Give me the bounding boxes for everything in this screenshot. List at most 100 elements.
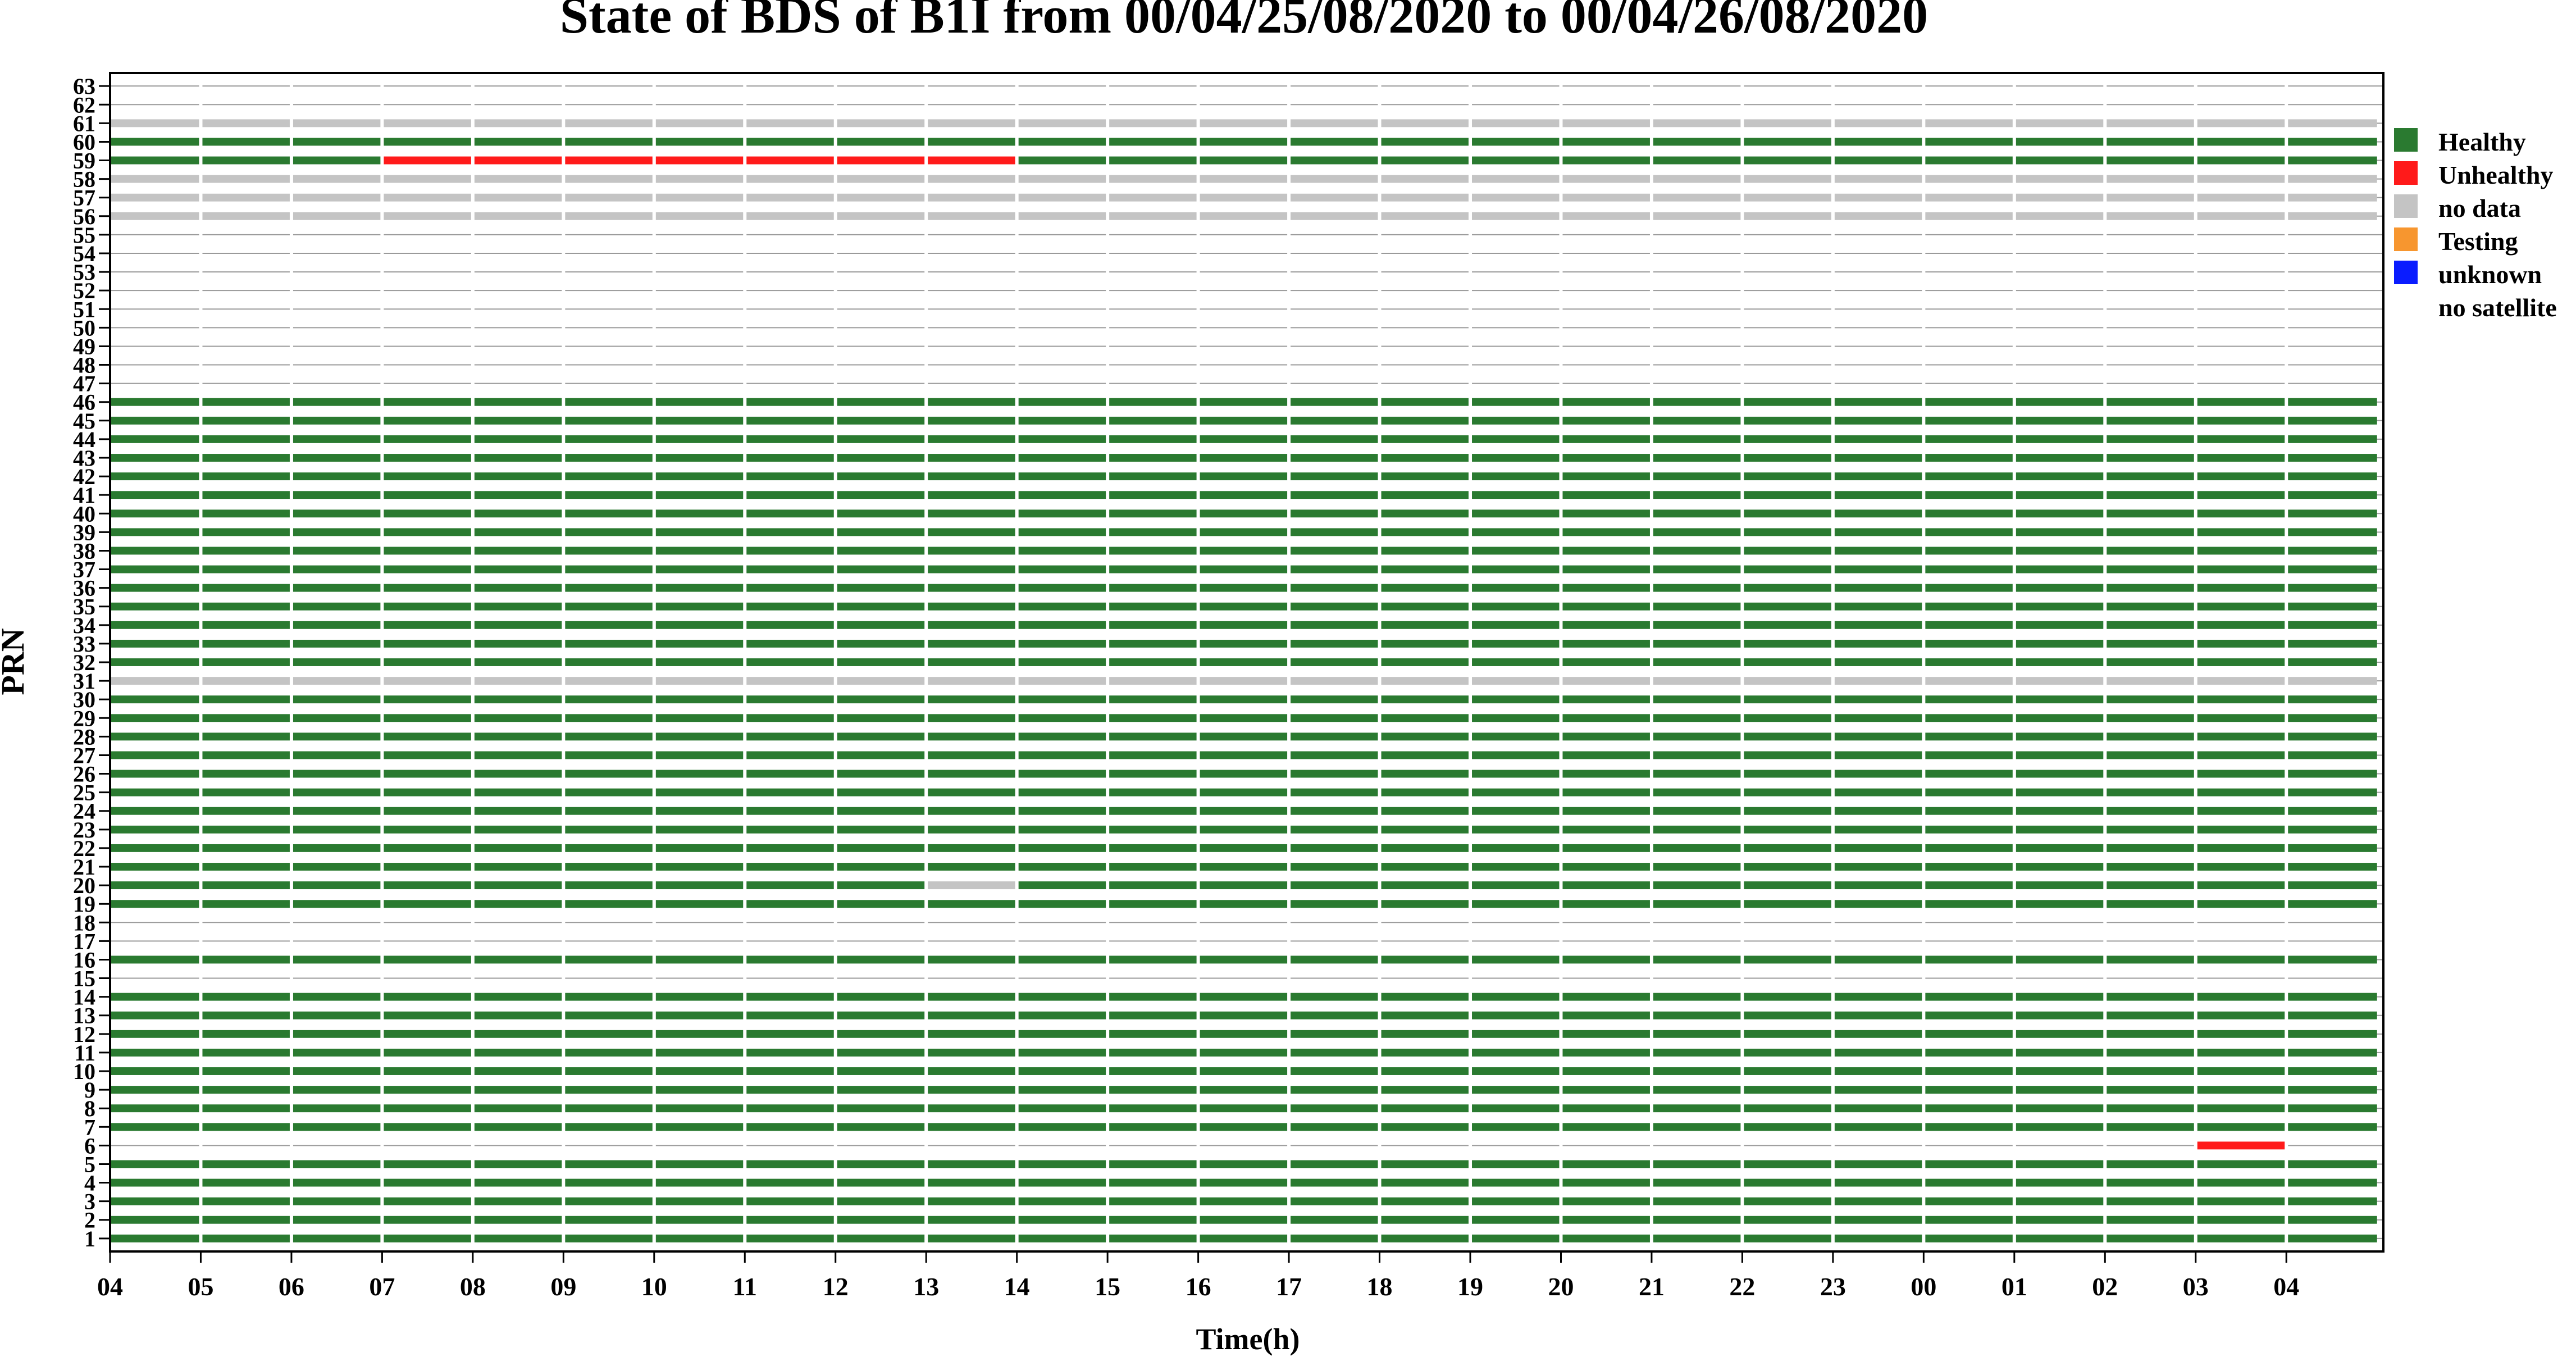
y-tick-label-8: 8 [84, 1096, 95, 1121]
y-tick-label-2: 2 [84, 1208, 95, 1233]
x-tick-label-21: 01 [2001, 1272, 2027, 1301]
legend-swatch-0 [2394, 128, 2418, 152]
y-tick-label-12: 12 [73, 1022, 95, 1047]
bar-prn-57-seg-0 [110, 193, 2377, 202]
y-tick-label-62: 62 [73, 92, 95, 117]
bar-prn-1-seg-0 [110, 1234, 2377, 1242]
y-tick-label-24: 24 [73, 799, 95, 824]
y-tick-label-47: 47 [73, 371, 95, 397]
x-tick-label-11: 15 [1095, 1272, 1120, 1301]
bar-prn-13-seg-0 [110, 1011, 2377, 1019]
x-tick-label-10: 14 [1004, 1272, 1030, 1301]
y-tick-label-15: 15 [73, 966, 95, 991]
y-tick-label-27: 27 [73, 743, 95, 768]
y-tick-label-61: 61 [73, 111, 95, 136]
y-tick-label-40: 40 [73, 501, 95, 526]
x-tick-label-20: 00 [1911, 1272, 1936, 1301]
x-tick-label-14: 18 [1367, 1272, 1393, 1301]
y-tick-label-10: 10 [73, 1059, 95, 1084]
legend-swatch-2 [2394, 194, 2418, 218]
y-tick-label-45: 45 [73, 408, 95, 434]
y-tick-label-33: 33 [73, 631, 95, 657]
bar-prn-11-seg-0 [110, 1048, 2377, 1057]
bar-prn-19-seg-0 [110, 900, 2377, 908]
bar-prn-36-seg-0 [110, 584, 2377, 592]
y-tick-label-53: 53 [73, 260, 95, 285]
x-tick-label-3: 07 [369, 1272, 395, 1301]
y-tick-label-58: 58 [73, 167, 95, 192]
bar-prn-35-seg-0 [110, 602, 2377, 611]
y-tick-label-34: 34 [73, 613, 95, 638]
bar-prn-28-seg-0 [110, 732, 2377, 741]
x-axis-label: Time(h) [1196, 1322, 1300, 1356]
bar-prn-44-seg-0 [110, 435, 2377, 443]
y-axis-ticks: 1234567891011121314151617181920212223242… [73, 74, 110, 1251]
legend-label-1: Unhealthy [2438, 161, 2553, 189]
bar-prn-21-seg-0 [110, 863, 2377, 871]
bar-prn-25-seg-0 [110, 788, 2377, 796]
legend-label-3: Testing [2438, 227, 2518, 256]
x-tick-label-5: 09 [550, 1272, 576, 1301]
y-tick-label-13: 13 [73, 1003, 95, 1028]
x-tick-label-23: 03 [2183, 1272, 2209, 1301]
bar-prn-20-seg-2 [1016, 881, 2377, 890]
bar-prn-59-seg-2 [1016, 156, 2377, 165]
bar-prn-5-seg-0 [110, 1160, 2377, 1168]
y-tick-label-48: 48 [73, 353, 95, 378]
y-tick-label-20: 20 [73, 873, 95, 898]
bar-prn-16-seg-0 [110, 955, 2377, 964]
legend-label-4: unknown [2438, 260, 2542, 289]
x-tick-label-0: 04 [97, 1272, 123, 1301]
x-tick-label-17: 21 [1639, 1272, 1665, 1301]
y-tick-label-22: 22 [73, 836, 95, 861]
bar-prn-32-seg-0 [110, 658, 2377, 666]
bar-prn-27-seg-0 [110, 751, 2377, 759]
y-tick-label-56: 56 [73, 204, 95, 229]
bar-prn-14-seg-0 [110, 993, 2377, 1001]
y-tick-label-63: 63 [73, 74, 95, 99]
y-tick-label-1: 1 [84, 1226, 95, 1251]
x-tick-label-9: 13 [913, 1272, 939, 1301]
x-tick-label-15: 19 [1457, 1272, 1483, 1301]
x-tick-label-2: 06 [279, 1272, 304, 1301]
x-tick-label-8: 12 [823, 1272, 849, 1301]
legend: Healthy Unhealthy no data Testing unknown no … [2394, 128, 2557, 322]
bar-prn-58-seg-0 [110, 175, 2377, 183]
x-tick-label-18: 22 [1729, 1272, 1755, 1301]
y-tick-label-6: 6 [84, 1133, 95, 1158]
bar-prn-6-seg-0 [2195, 1141, 2287, 1150]
x-tick-label-1: 05 [188, 1272, 213, 1301]
legend-swatch-3 [2394, 227, 2418, 251]
y-axis-label: PRN [0, 628, 31, 695]
y-tick-label-54: 54 [73, 241, 95, 266]
bar-prn-42-seg-0 [110, 472, 2377, 481]
y-tick-label-16: 16 [73, 947, 95, 972]
bar-prn-23-seg-0 [110, 825, 2377, 834]
y-tick-label-17: 17 [73, 928, 95, 954]
bar-prn-26-seg-0 [110, 770, 2377, 778]
hour-separators [199, 74, 2288, 1250]
bar-prn-45-seg-0 [110, 416, 2377, 425]
bar-prn-61-seg-0 [110, 119, 2377, 128]
legend-swatch-4 [2394, 261, 2418, 284]
x-tick-label-6: 10 [641, 1272, 667, 1301]
bar-prn-30-seg-0 [110, 695, 2377, 704]
y-tick-label-57: 57 [73, 185, 95, 211]
bar-prn-38-seg-0 [110, 547, 2377, 555]
bar-prn-12-seg-0 [110, 1030, 2377, 1038]
bar-prn-2-seg-0 [110, 1216, 2377, 1224]
x-tick-label-12: 16 [1186, 1272, 1211, 1301]
bar-prn-20-seg-0 [110, 881, 927, 890]
bar-prn-39-seg-0 [110, 528, 2377, 536]
bar-prn-8-seg-0 [110, 1104, 2377, 1113]
bar-prn-4-seg-0 [110, 1178, 2377, 1187]
bar-prn-7-seg-0 [110, 1123, 2377, 1131]
y-tick-label-21: 21 [73, 854, 95, 880]
legend-label-5: no satellite [2438, 293, 2557, 322]
chart-title: State of BDS of B1I from 00/04/25/08/202… [560, 0, 1928, 44]
bar-prn-34-seg-0 [110, 621, 2377, 629]
legend-label-0: Healthy [2438, 128, 2526, 156]
bar-prn-59-seg-1 [382, 156, 1017, 165]
y-tick-label-52: 52 [73, 278, 95, 303]
